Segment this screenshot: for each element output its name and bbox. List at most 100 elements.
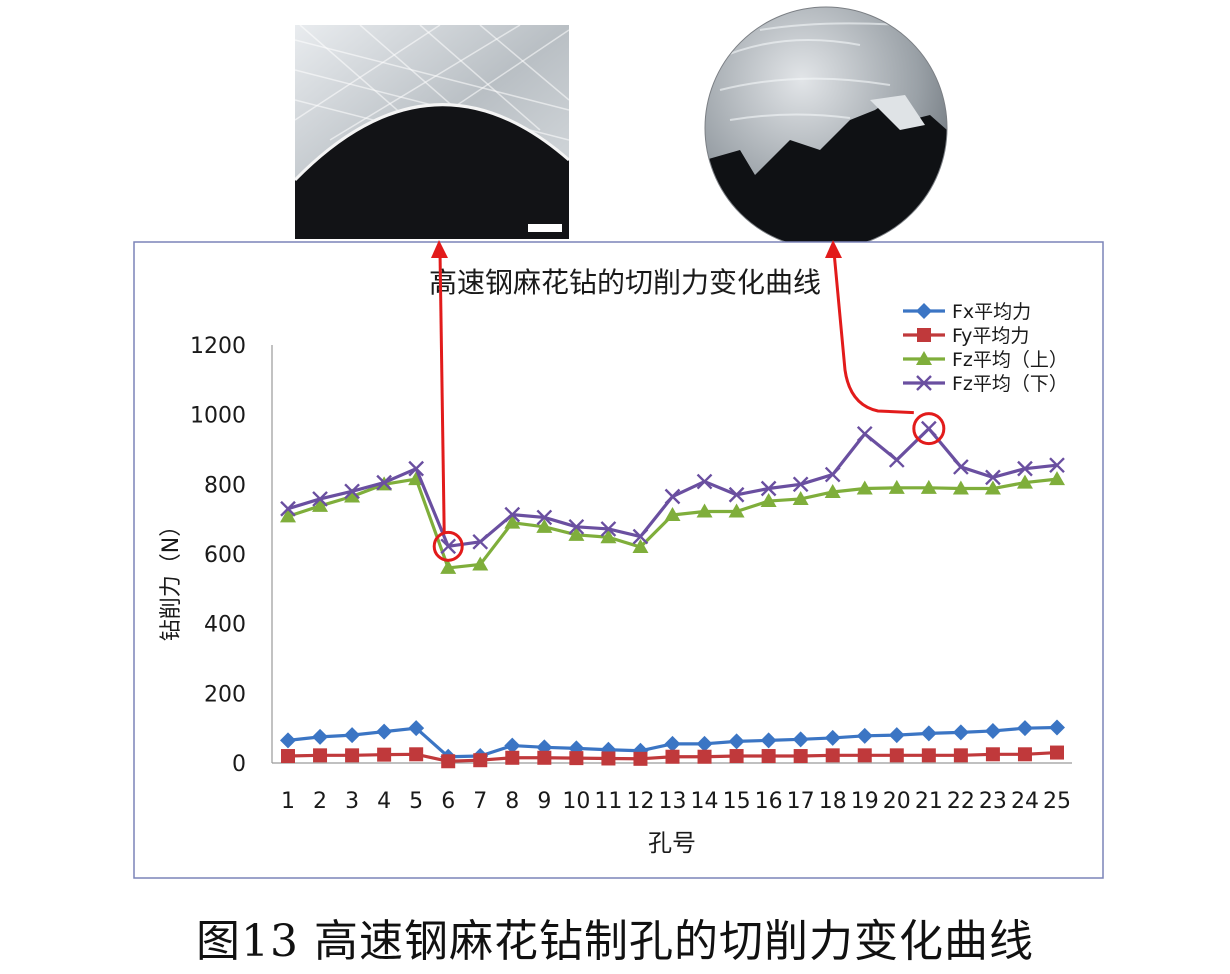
data-point: [1017, 460, 1033, 477]
legend-item: Fz平均（上）: [903, 349, 1068, 371]
x-tick-label: 13: [659, 789, 687, 814]
highlight-circle: [432, 530, 464, 562]
data-point: [408, 720, 425, 737]
callout-arrow-line: [832, 251, 914, 415]
data-point: [504, 737, 521, 754]
x-tick-label: 22: [947, 789, 975, 814]
data-point: [473, 753, 488, 768]
legend-label: Fz平均（下）: [952, 373, 1068, 395]
data-point: [792, 731, 809, 748]
data-point: [824, 466, 841, 483]
data-point: [953, 459, 969, 475]
data-point: [409, 747, 424, 762]
data-point: [760, 480, 777, 497]
data-point: [888, 479, 905, 494]
y-axis-label: 钻削力（N）: [159, 515, 184, 641]
callout-arrowhead: [825, 240, 842, 258]
data-point: [376, 474, 392, 491]
x-tick-label: 9: [537, 789, 551, 814]
x-tick-label: 5: [409, 789, 423, 814]
data-point: [728, 503, 745, 518]
y-tick-labels: 0 200 400 600 800 1000 1200: [190, 334, 246, 777]
data-point: [888, 727, 905, 744]
data-point: [440, 559, 457, 574]
chart-frame: [133, 241, 1104, 879]
data-point: [280, 500, 296, 517]
x-tick-label: 2: [313, 789, 327, 814]
x-tick-label: 4: [377, 789, 391, 814]
data-point: [921, 748, 936, 763]
data-point: [472, 533, 489, 550]
data-point: [377, 747, 392, 762]
legend-marker: [916, 351, 932, 365]
data-point: [633, 751, 648, 766]
highlight-circle: [912, 412, 946, 446]
data-point: [920, 479, 937, 494]
legend-item: Fy平均力: [903, 325, 1029, 347]
data-point: [888, 452, 905, 468]
y-tick-label: 1000: [190, 404, 246, 429]
data-point: [792, 476, 809, 493]
data-point: [569, 751, 584, 766]
x-tick-labels: 1 2 3 4 5 6 7 8 9 10 11 12 13 14 15 16 17 18 19 20 21 22 23 24 2…: [281, 789, 1071, 814]
data-point: [793, 749, 808, 764]
data-point: [313, 748, 328, 763]
data-point: [408, 460, 425, 477]
data-point: [856, 727, 873, 744]
x-tick-label: 15: [723, 789, 751, 814]
data-point: [696, 503, 713, 518]
data-point: [1017, 747, 1032, 762]
data-point: [536, 509, 553, 526]
x-tick-label: 12: [626, 789, 654, 814]
series-4: [280, 420, 1065, 555]
data-point: [697, 749, 712, 764]
data-point: [600, 529, 617, 544]
data-point: [857, 748, 872, 763]
data-point: [984, 480, 1001, 495]
data-point: [824, 729, 841, 746]
plot-area: [280, 420, 1065, 769]
data-point: [664, 488, 681, 505]
x-tick-label: 6: [441, 789, 455, 814]
data-point: [505, 750, 520, 765]
data-point: [920, 725, 937, 742]
x-tick-label: 16: [755, 789, 783, 814]
legend-marker: [916, 375, 932, 391]
x-tick-label: 25: [1043, 789, 1071, 814]
data-point: [504, 506, 521, 523]
x-tick-label: 11: [594, 789, 622, 814]
data-point: [696, 473, 713, 490]
data-point: [537, 750, 552, 765]
x-tick-label: 7: [473, 789, 487, 814]
x-tick-label: 24: [1011, 789, 1039, 814]
data-point: [344, 483, 360, 500]
x-tick-label: 3: [345, 789, 359, 814]
data-point: [536, 518, 553, 533]
legend-item: Fx平均力: [903, 301, 1031, 323]
hole-edge-burr-micrograph-photo: [705, 7, 947, 249]
legend-marker: [917, 328, 931, 342]
data-point: [312, 497, 329, 512]
x-tick-label: 10: [562, 789, 590, 814]
data-point: [568, 518, 585, 535]
data-point: [441, 754, 456, 769]
data-point: [1049, 471, 1065, 486]
data-point: [889, 748, 904, 763]
data-point: [1016, 474, 1033, 489]
data-point: [856, 480, 873, 495]
data-point: [1049, 457, 1065, 474]
x-axis-label: 孔号: [648, 829, 696, 857]
x-tick-label: 20: [883, 789, 911, 814]
x-tick-label: 19: [851, 789, 879, 814]
legend-label: Fz平均（上）: [952, 349, 1068, 371]
data-point: [344, 488, 361, 503]
data-point: [1049, 719, 1065, 736]
data-point: [472, 556, 489, 571]
y-tick-label: 1200: [190, 334, 246, 359]
y-tick-label: 800: [204, 473, 246, 498]
legend-item: Fz平均（下）: [903, 373, 1068, 395]
data-point: [824, 483, 841, 498]
data-point: [440, 538, 457, 555]
x-tick-label: 8: [505, 789, 519, 814]
